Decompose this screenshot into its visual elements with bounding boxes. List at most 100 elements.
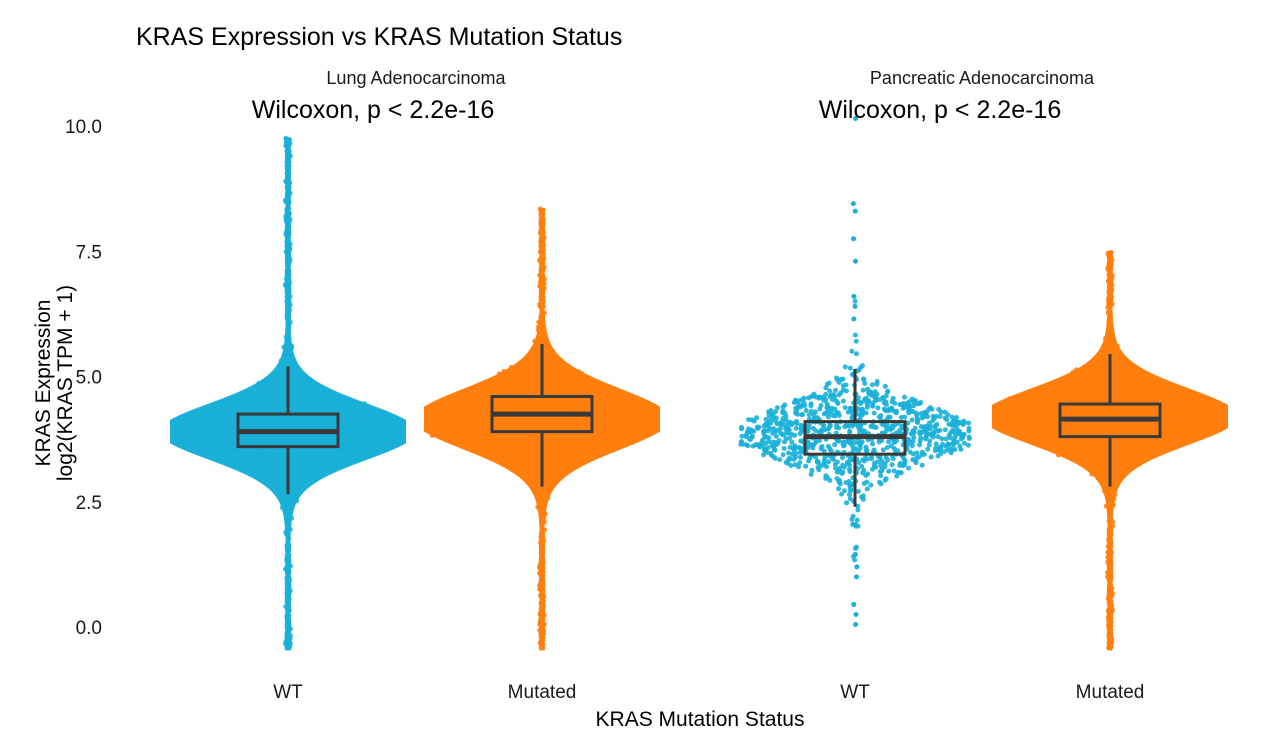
data-point [853,258,859,264]
data-point [847,462,853,468]
data-point [906,402,912,408]
data-point [847,486,853,492]
data-point [429,432,435,438]
data-point [774,405,780,411]
data-point [918,399,924,405]
data-point [283,139,289,146]
data-point [488,378,494,384]
data-point [289,486,295,493]
data-point [872,389,878,395]
data-point [188,431,194,437]
data-point [1105,267,1112,273]
data-point [844,500,850,506]
data-point [841,488,847,494]
data-point [792,432,798,438]
x-tick-label: Mutated [508,682,577,703]
data-point [937,427,943,433]
data-point [520,473,526,479]
data-point [847,469,853,475]
data-point [536,257,543,263]
boxplot-lung-mutated [490,343,594,487]
data-point [842,424,848,430]
data-point [793,397,799,403]
data-point [958,446,964,452]
data-point [966,434,972,440]
points-lung-mutated [424,206,660,651]
data-point [836,379,842,385]
data-point [544,488,550,495]
data-point [535,465,541,471]
data-point [1189,432,1195,438]
data-point [839,491,845,497]
y-axis-title-line2: log2(KRAS TPM + 1) [54,285,77,481]
data-point [1118,363,1124,369]
data-point [512,440,518,446]
data-point [1106,550,1112,556]
data-point [324,468,330,474]
data-point [542,511,548,517]
data-point [831,394,837,400]
data-point [855,488,861,494]
data-point [1108,517,1114,523]
data-point [774,427,780,433]
data-point [773,409,779,415]
data-point [808,403,814,409]
data-point [882,464,888,470]
data-point [745,443,751,449]
data-point [1106,536,1112,543]
data-point [538,243,544,249]
data-point [1109,636,1115,643]
data-point [865,386,871,392]
data-point [815,464,821,470]
data-point [241,401,247,407]
data-point [826,459,832,465]
data-point [854,574,860,580]
data-point [852,298,858,304]
data-point [840,455,846,461]
data-point [1109,486,1115,492]
data-point [541,515,547,521]
data-point [936,406,942,412]
facet-title-lung: Lung Adenocarcinoma [326,68,506,88]
data-point [1088,447,1095,453]
data-point [1068,393,1075,400]
data-point [1103,426,1109,432]
data-point [287,302,293,308]
data-point [283,334,289,340]
data-point [849,348,855,354]
data-point [850,446,856,452]
data-point [286,607,292,613]
x-tick-label: WT [273,682,303,703]
data-point [286,280,293,286]
data-point [762,434,768,440]
data-point [836,425,842,431]
data-point [299,407,305,413]
data-point [285,515,291,521]
data-point [749,417,755,423]
data-point [244,456,250,463]
data-point [943,436,949,442]
data-point [768,416,774,422]
data-point [1114,343,1120,349]
data-point [796,445,802,451]
data-point [537,565,543,571]
data-point [892,400,898,406]
data-point [501,368,507,375]
data-point [286,583,292,590]
data-point [797,460,803,466]
data-point [1103,503,1110,509]
data-point [527,351,533,358]
data-point [917,431,923,437]
data-point [540,230,546,236]
data-point [870,441,876,447]
boxplots [236,343,1162,507]
data-point [1035,438,1041,444]
data-point [817,430,823,436]
data-point [926,420,932,426]
data-point [1190,397,1196,403]
data-point [878,413,884,419]
data-point [861,481,867,487]
data-point [1105,333,1111,339]
data-point [286,552,292,558]
data-point [966,425,972,431]
